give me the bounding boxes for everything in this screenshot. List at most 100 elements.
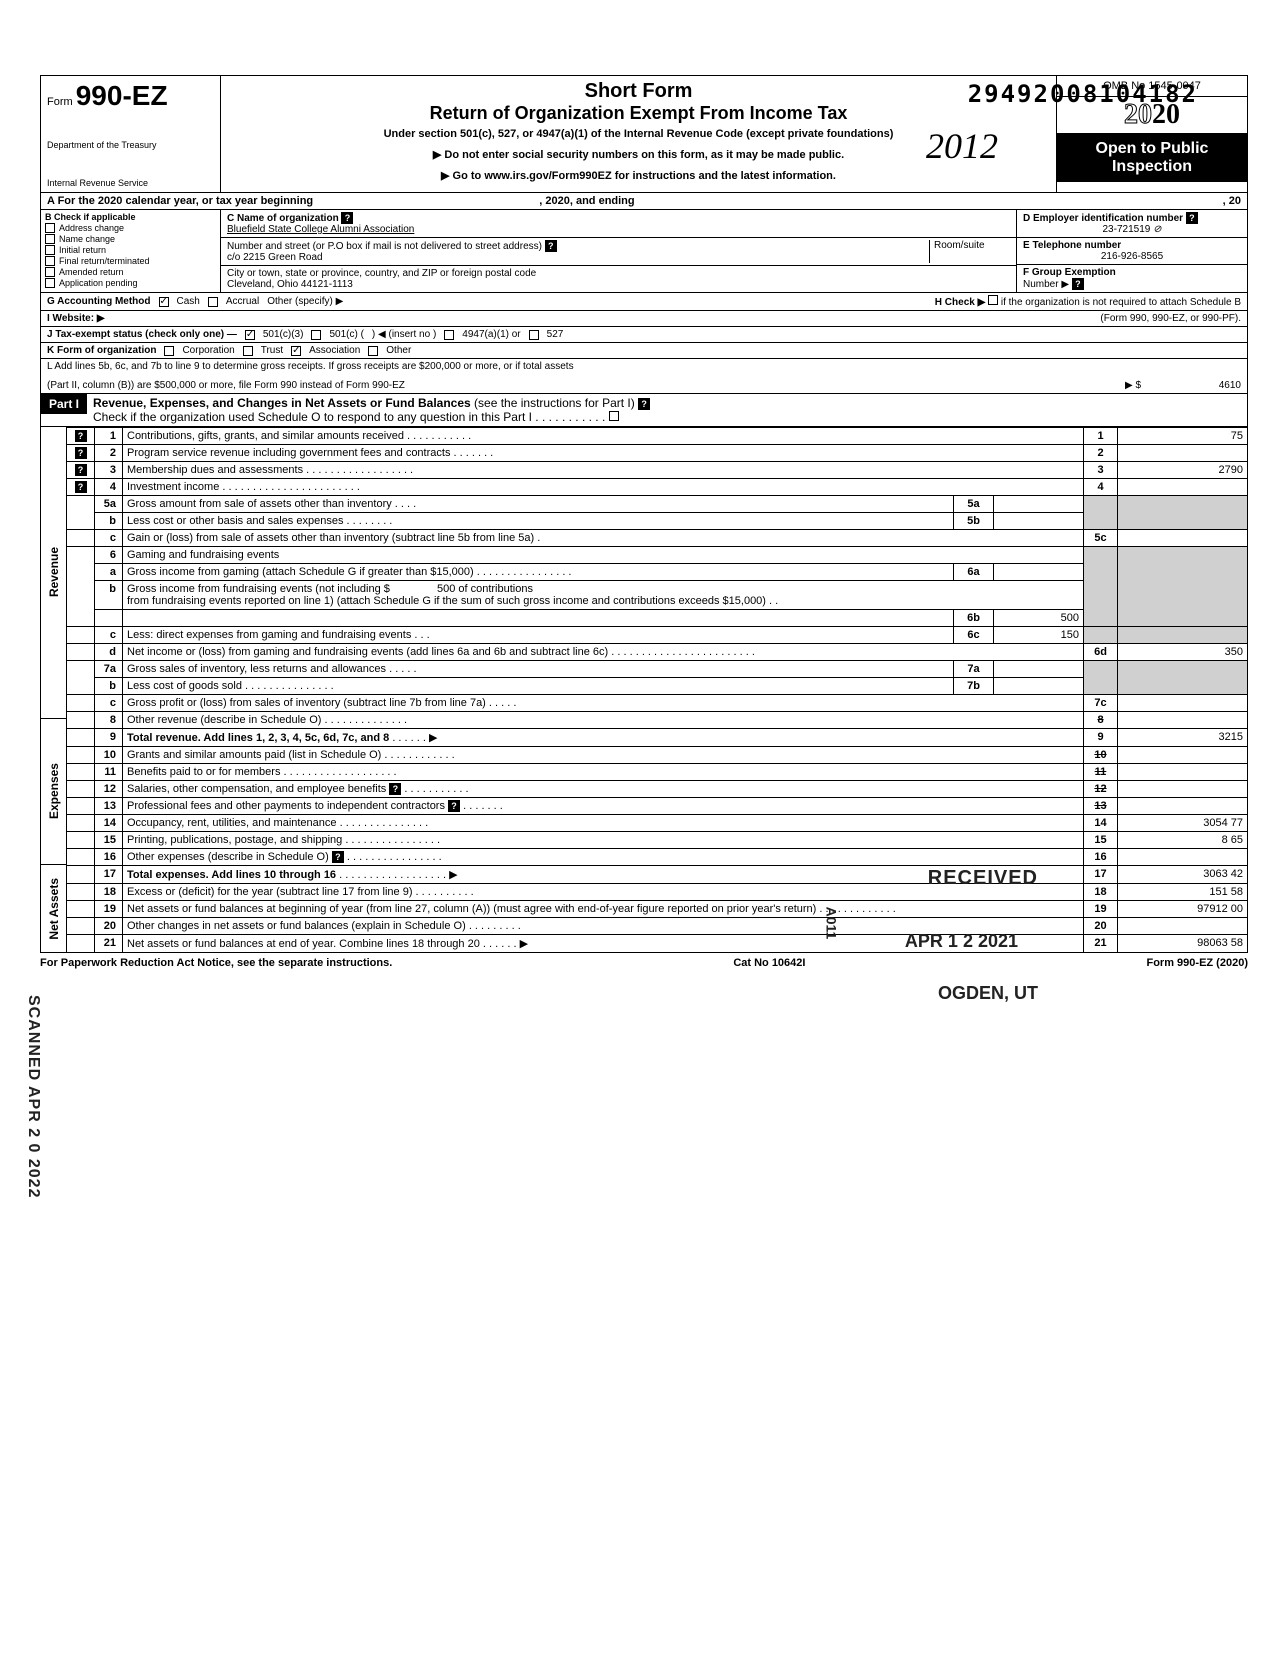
line-14: 14 Occupancy, rent, utilities, and maint… <box>67 815 1248 832</box>
part1-header-row: Part I Revenue, Expenses, and Changes in… <box>40 394 1248 427</box>
i-label: I Website: ▶ <box>47 313 105 324</box>
l8-rv <box>1118 712 1248 729</box>
lbl-final: Final return/terminated <box>59 256 150 266</box>
line-5b: b Less cost or other basis and sales exp… <box>67 513 1248 530</box>
l5b-desc: Less cost or other basis and sales expen… <box>127 515 343 527</box>
l7c-desc: Gross profit or (loss) from sales of inv… <box>127 697 486 709</box>
part1-label: Part I <box>41 394 87 414</box>
chk-other-org[interactable] <box>368 346 378 356</box>
chk-name[interactable] <box>45 234 55 244</box>
help-icon[interactable]: ? <box>1186 212 1198 224</box>
form-number: 990-EZ <box>76 80 168 111</box>
help-icon[interactable]: ? <box>1072 278 1084 290</box>
l9-num: 9 <box>95 729 123 747</box>
stamp-scanned: SCANNED APR 2 0 2022 <box>24 995 42 1198</box>
lbl-amended: Amended return <box>59 267 124 277</box>
line-6b-val: 6b 500 <box>67 610 1248 627</box>
lbl-501c: 501(c) ( <box>329 329 363 340</box>
l6d-rv: 350 <box>1118 644 1248 661</box>
help-icon[interactable]: ? <box>332 851 344 863</box>
l12-desc: Salaries, other compensation, and employ… <box>127 783 386 795</box>
chk-address[interactable] <box>45 223 55 233</box>
l16-num: 16 <box>95 849 123 866</box>
help-icon[interactable]: ? <box>341 212 353 224</box>
lines-table: ? 1 Contributions, gifts, grants, and si… <box>66 427 1248 953</box>
header-left: Form 990-EZ Department of the Treasury I… <box>41 76 221 192</box>
dept-treasury: Department of the Treasury <box>47 140 214 150</box>
l19-num: 19 <box>95 901 123 918</box>
l5c-rn: 5c <box>1084 530 1118 547</box>
l11-desc: Benefits paid to or for members <box>127 766 280 778</box>
line-18: 18 Excess or (deficit) for the year (sub… <box>67 884 1248 901</box>
h-label: H Check ▶ <box>935 297 985 308</box>
chk-initial[interactable] <box>45 245 55 255</box>
l15-rv: 8 65 <box>1118 832 1248 849</box>
city-label: City or town, state or province, country… <box>227 268 536 279</box>
l6c-mb: 6c <box>954 627 994 644</box>
chk-501c[interactable] <box>311 330 321 340</box>
goto-line: ▶ Go to www.irs.gov/Form990EZ for instru… <box>229 169 1048 182</box>
block-bcdef: B Check if applicable Address change Nam… <box>40 210 1248 293</box>
l18-desc: Excess or (deficit) for the year (subtra… <box>127 886 413 898</box>
lbl-insert: ) ◀ (insert no ) <box>372 329 436 340</box>
line-7c: c Gross profit or (loss) from sales of i… <box>67 695 1248 712</box>
line-1: ? 1 Contributions, gifts, grants, and si… <box>67 428 1248 445</box>
chk-schedule-o[interactable] <box>609 411 619 421</box>
lbl-corp: Corporation <box>182 345 234 356</box>
chk-amended[interactable] <box>45 267 55 277</box>
l7b-num: b <box>95 678 123 695</box>
side-netassets: Net Assets <box>47 878 61 940</box>
l7b-mv <box>994 678 1084 695</box>
chk-h[interactable] <box>988 295 998 305</box>
chk-527[interactable] <box>529 330 539 340</box>
chk-cash[interactable] <box>159 297 169 307</box>
l-line1: L Add lines 5b, 6c, and 7b to line 9 to … <box>47 361 574 372</box>
line-10: 10 Grants and similar amounts paid (list… <box>67 747 1248 764</box>
handwritten-year: 2012 <box>926 125 998 167</box>
l17-rn: 17 <box>1084 866 1118 884</box>
chk-trust[interactable] <box>243 346 253 356</box>
chk-501c3[interactable] <box>245 330 255 340</box>
lbl-trust: Trust <box>261 345 283 356</box>
line-7a: 7a Gross sales of inventory, less return… <box>67 661 1248 678</box>
help-icon[interactable]: ? <box>638 398 650 410</box>
l13-rv <box>1118 798 1248 815</box>
l15-num: 15 <box>95 832 123 849</box>
row-i: I Website: ▶ (Form 990, 990-EZ, or 990-P… <box>40 311 1248 327</box>
l20-rn: 20 <box>1084 918 1118 935</box>
l5c-desc: Gain or (loss) from sale of assets other… <box>127 532 534 544</box>
l4-rv <box>1118 479 1248 496</box>
help-icon[interactable]: ? <box>75 430 87 442</box>
stamp-ogden: OGDEN, UT <box>938 983 1038 1004</box>
help-icon[interactable]: ? <box>389 783 401 795</box>
left-gutter: Revenue Expenses Net Assets <box>40 427 66 953</box>
chk-4947[interactable] <box>444 330 454 340</box>
chk-pending[interactable] <box>45 278 55 288</box>
street-value: c/o 2215 Green Road <box>227 252 323 263</box>
l6b-d2: 500 of contributions <box>393 583 533 595</box>
return-title: Return of Organization Exempt From Incom… <box>229 103 1048 124</box>
street-label: Number and street (or P.O box if mail is… <box>227 241 542 252</box>
l14-rv: 3054 77 <box>1118 815 1248 832</box>
line-21: 21 Net assets or fund balances at end of… <box>67 935 1248 953</box>
l-value: 4610 <box>1141 380 1241 391</box>
l6b-mb: 6b <box>954 610 994 627</box>
chk-final[interactable] <box>45 256 55 266</box>
l12-rv <box>1118 781 1248 798</box>
l4-rn: 4 <box>1084 479 1118 496</box>
chk-accrual[interactable] <box>208 297 218 307</box>
chk-corp[interactable] <box>164 346 174 356</box>
help-icon[interactable]: ? <box>75 481 87 493</box>
line-6: 6 Gaming and fundraising events <box>67 547 1248 564</box>
line-2: ? 2 Program service revenue including go… <box>67 445 1248 462</box>
help-icon[interactable]: ? <box>75 464 87 476</box>
help-icon[interactable]: ? <box>448 800 460 812</box>
help-icon[interactable]: ? <box>545 240 557 252</box>
help-icon[interactable]: ? <box>75 447 87 459</box>
row-a: A For the 2020 calendar year, or tax yea… <box>40 193 1248 210</box>
footer: For Paperwork Reduction Act Notice, see … <box>40 957 1248 969</box>
l18-num: 18 <box>95 884 123 901</box>
row-j: J Tax-exempt status (check only one) — 5… <box>40 327 1248 343</box>
l1-num: 1 <box>95 428 123 445</box>
chk-assoc[interactable] <box>291 346 301 356</box>
